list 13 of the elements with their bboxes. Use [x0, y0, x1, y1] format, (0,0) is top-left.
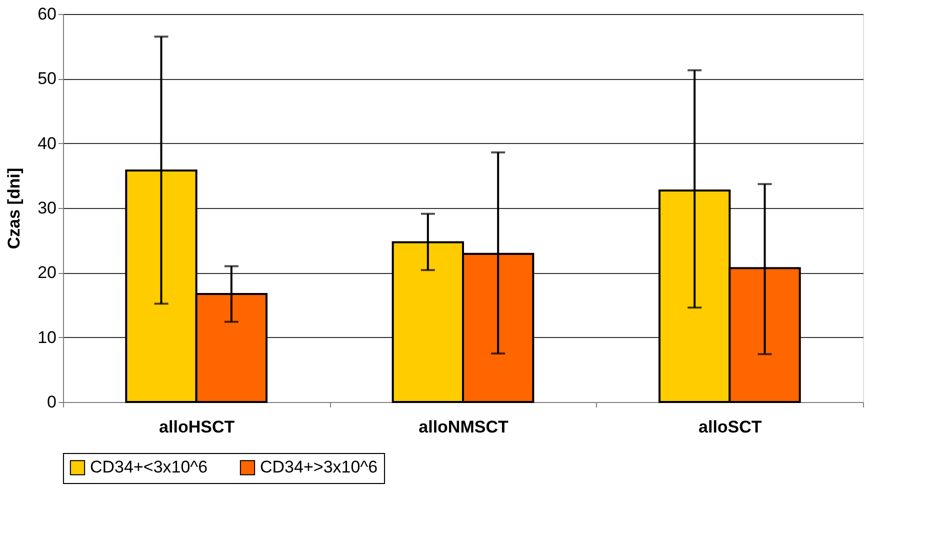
- y-tick-label: 60: [38, 4, 56, 24]
- y-tick-label: 40: [38, 134, 56, 153]
- y-tick-label: 30: [38, 198, 56, 218]
- legend-label: CD34+>3x10^6: [260, 458, 378, 477]
- x-tick-label: alloNMSCT: [418, 418, 509, 436]
- y-tick-label: 20: [38, 263, 56, 282]
- legend-label: CD34+<3x10^6: [90, 458, 208, 477]
- x-tick-label: alloSCT: [698, 418, 762, 436]
- y-tick-label: 50: [38, 69, 56, 88]
- y-tick-label: 0: [47, 392, 56, 412]
- y-axis-title: Czas [dni]: [4, 168, 24, 250]
- y-tick-label: 10: [38, 328, 56, 347]
- x-tick-label: alloHSCT: [159, 418, 236, 436]
